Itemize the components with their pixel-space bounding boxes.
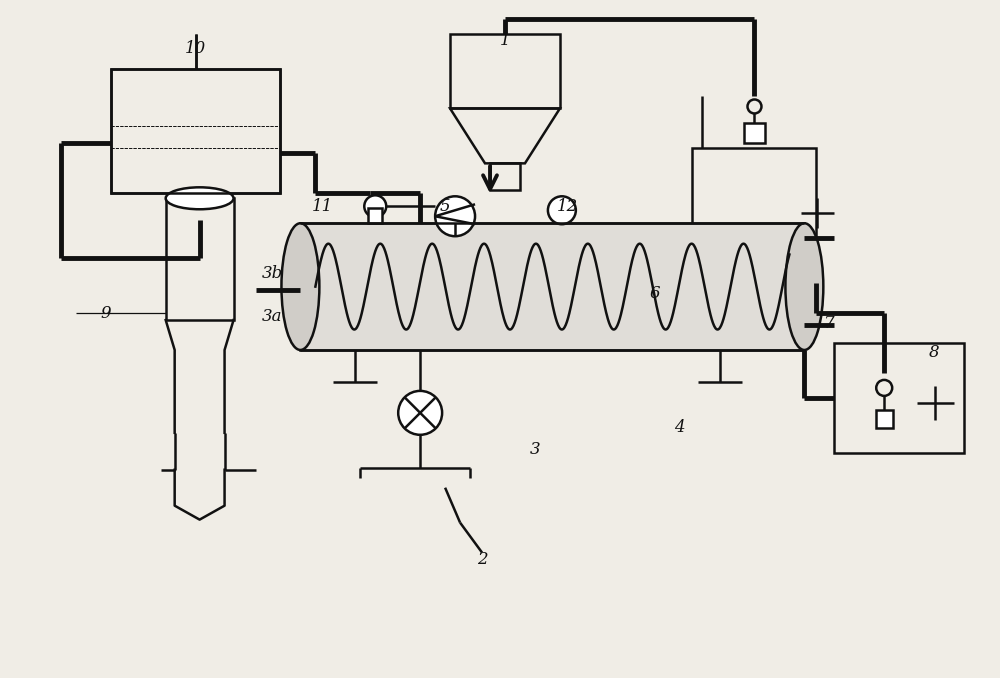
Text: 3b: 3b (262, 264, 283, 281)
Text: 11: 11 (312, 198, 333, 215)
Bar (876, 410, 893, 428)
Ellipse shape (166, 187, 234, 210)
Circle shape (435, 197, 475, 236)
Text: 9: 9 (100, 304, 111, 321)
Text: 3: 3 (530, 441, 540, 458)
Circle shape (364, 195, 386, 217)
Text: 4: 4 (674, 419, 685, 437)
Bar (490, 163, 520, 191)
Text: 2: 2 (477, 551, 487, 568)
Text: 12: 12 (557, 198, 578, 215)
Text: 3a: 3a (262, 308, 283, 325)
Text: 1: 1 (500, 32, 510, 49)
Bar (368, 208, 382, 223)
Bar (692, 148, 816, 283)
Bar (834, 343, 964, 453)
Circle shape (548, 197, 576, 224)
Text: 7: 7 (824, 315, 835, 332)
Bar (744, 123, 765, 144)
Text: 5: 5 (440, 198, 450, 215)
Bar (111, 68, 280, 193)
Ellipse shape (785, 223, 823, 350)
Ellipse shape (281, 223, 319, 350)
Text: 10: 10 (185, 40, 206, 57)
Text: 8: 8 (929, 344, 939, 361)
Bar (300, 223, 804, 350)
Bar (166, 198, 234, 320)
Bar (450, 34, 560, 108)
Circle shape (398, 391, 442, 435)
Bar (111, 68, 280, 193)
Text: 6: 6 (649, 285, 660, 302)
